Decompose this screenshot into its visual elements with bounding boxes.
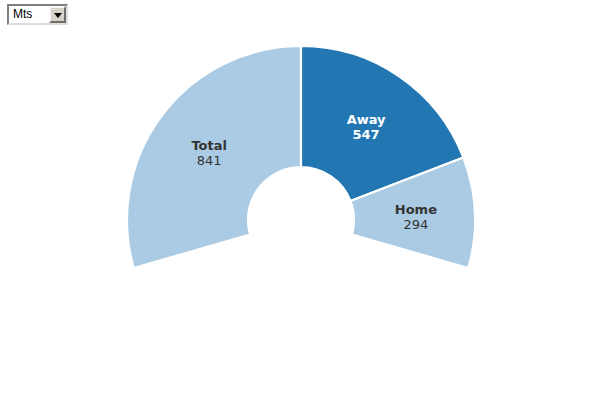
segment-name-label: Home <box>395 202 437 217</box>
donut-chart: Total841 Away547 Home294 <box>0 0 600 400</box>
segment-name-label: Total <box>191 138 227 153</box>
segment-value-label: 294 <box>403 217 428 232</box>
chevron-down-icon <box>54 13 62 18</box>
unit-select-value: Mts <box>13 7 32 22</box>
segment-name-label: Away <box>347 112 386 127</box>
chart-widget: Total841 Away547 Home294 Mts <box>0 0 600 400</box>
segment-value-label: 841 <box>197 153 222 168</box>
segment-value-label: 547 <box>353 127 380 142</box>
unit-select[interactable]: Mts <box>7 4 68 25</box>
unit-select-button[interactable] <box>49 6 66 23</box>
